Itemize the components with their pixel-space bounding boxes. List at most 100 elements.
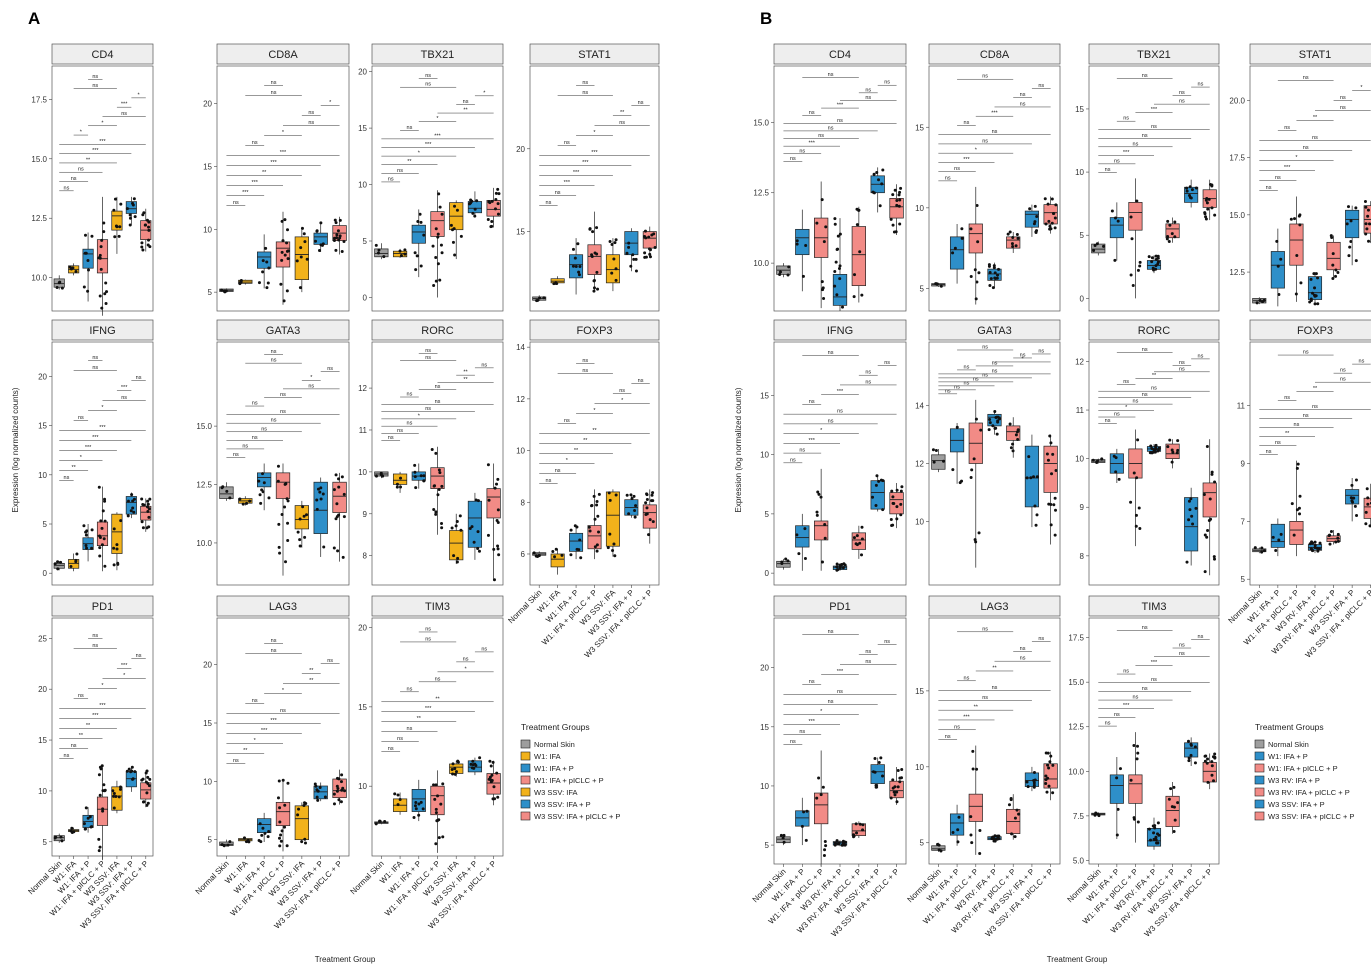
data-point	[437, 192, 441, 196]
data-point	[1165, 237, 1169, 241]
data-point	[608, 498, 612, 502]
data-point	[1113, 258, 1117, 262]
data-point	[821, 286, 825, 290]
sig-label: ns	[1340, 368, 1346, 374]
facet-title: GATA3	[266, 325, 300, 337]
data-point	[889, 518, 893, 522]
data-point	[1175, 451, 1179, 455]
data-point	[1295, 466, 1299, 470]
box-6	[1043, 434, 1058, 545]
data-point	[898, 780, 902, 784]
data-point	[277, 522, 281, 526]
data-point	[283, 803, 287, 807]
data-point	[1331, 277, 1335, 281]
box-0	[776, 263, 791, 278]
data-point	[934, 282, 938, 286]
data-point	[103, 497, 107, 501]
data-point	[1187, 756, 1191, 760]
data-point	[115, 543, 119, 547]
box-6	[1202, 752, 1217, 790]
box-1	[392, 792, 408, 815]
data-point	[575, 525, 579, 529]
data-point	[102, 230, 106, 234]
data-point	[225, 489, 229, 493]
data-point	[613, 241, 617, 245]
data-point	[333, 218, 337, 222]
data-point	[248, 499, 252, 503]
data-point	[104, 281, 108, 285]
data-point	[341, 555, 345, 559]
data-point	[278, 836, 282, 840]
data-point	[399, 476, 403, 480]
data-point	[1166, 235, 1170, 239]
sig-label: ns	[1123, 669, 1129, 675]
y-tick-label: 15	[203, 719, 212, 728]
data-point	[648, 518, 652, 522]
sig-label: **	[463, 377, 468, 383]
data-point	[422, 233, 426, 237]
sig-label: *	[820, 428, 823, 434]
sig-label: ns	[964, 675, 970, 681]
data-point	[1315, 546, 1319, 550]
box-iqr	[1165, 795, 1180, 827]
data-point	[146, 510, 150, 514]
sig-label: ns	[92, 643, 98, 649]
sig-label: ns	[280, 392, 286, 398]
data-point	[315, 229, 319, 233]
sig-label: ns	[388, 435, 394, 441]
data-point	[1054, 508, 1058, 512]
data-point	[313, 782, 317, 786]
data-point	[1298, 494, 1302, 498]
y-tick-label: 25	[38, 634, 47, 643]
data-point	[1345, 222, 1349, 226]
data-point	[975, 767, 979, 771]
data-point	[838, 264, 842, 268]
sig-label: ns	[233, 200, 239, 206]
data-point	[941, 459, 945, 463]
data-point	[1190, 188, 1194, 192]
facet-title: STAT1	[578, 49, 611, 61]
box-iqr	[1270, 523, 1285, 548]
data-point	[1349, 239, 1353, 243]
box-2	[968, 399, 983, 568]
sig-label: ns	[1179, 90, 1185, 96]
data-point	[606, 546, 610, 550]
sig-label: ns	[638, 100, 644, 106]
y-tick-label: 17.5	[1229, 154, 1245, 163]
sig-label: **	[72, 465, 77, 471]
data-point	[298, 538, 302, 542]
data-point	[897, 204, 901, 208]
data-point	[84, 543, 88, 547]
data-point	[993, 426, 997, 430]
data-point	[451, 240, 455, 244]
data-point	[597, 492, 601, 496]
data-point	[314, 239, 318, 243]
sig-label: **	[992, 665, 997, 671]
sig-label: **	[583, 438, 588, 444]
data-point	[1026, 785, 1030, 789]
data-point	[1279, 532, 1283, 536]
facet-strip	[371, 595, 504, 617]
data-point	[993, 839, 997, 843]
data-point	[899, 502, 903, 506]
data-point	[974, 297, 978, 301]
sig-label: **	[407, 159, 412, 165]
sig-label: ns	[1142, 392, 1148, 398]
y-tick-label: 11	[359, 426, 368, 435]
sig-label: ns	[1284, 125, 1290, 131]
data-point	[1205, 201, 1209, 205]
box-0	[931, 842, 946, 853]
data-point	[960, 227, 964, 231]
data-point	[595, 543, 599, 547]
sig-label: ns	[233, 758, 239, 764]
legend-entry: W3 SSV: IFA + P	[1268, 800, 1325, 809]
y-tick-label: 10	[38, 787, 47, 796]
facet-panels: CD410.012.515.017.5nsnsns**********ns***…	[26, 43, 1371, 939]
data-point	[1353, 504, 1357, 508]
box-iqr	[294, 805, 309, 841]
facet-strip	[1249, 43, 1371, 65]
sig-label: ns	[1179, 99, 1185, 105]
data-point	[90, 528, 94, 532]
data-point	[278, 844, 282, 848]
